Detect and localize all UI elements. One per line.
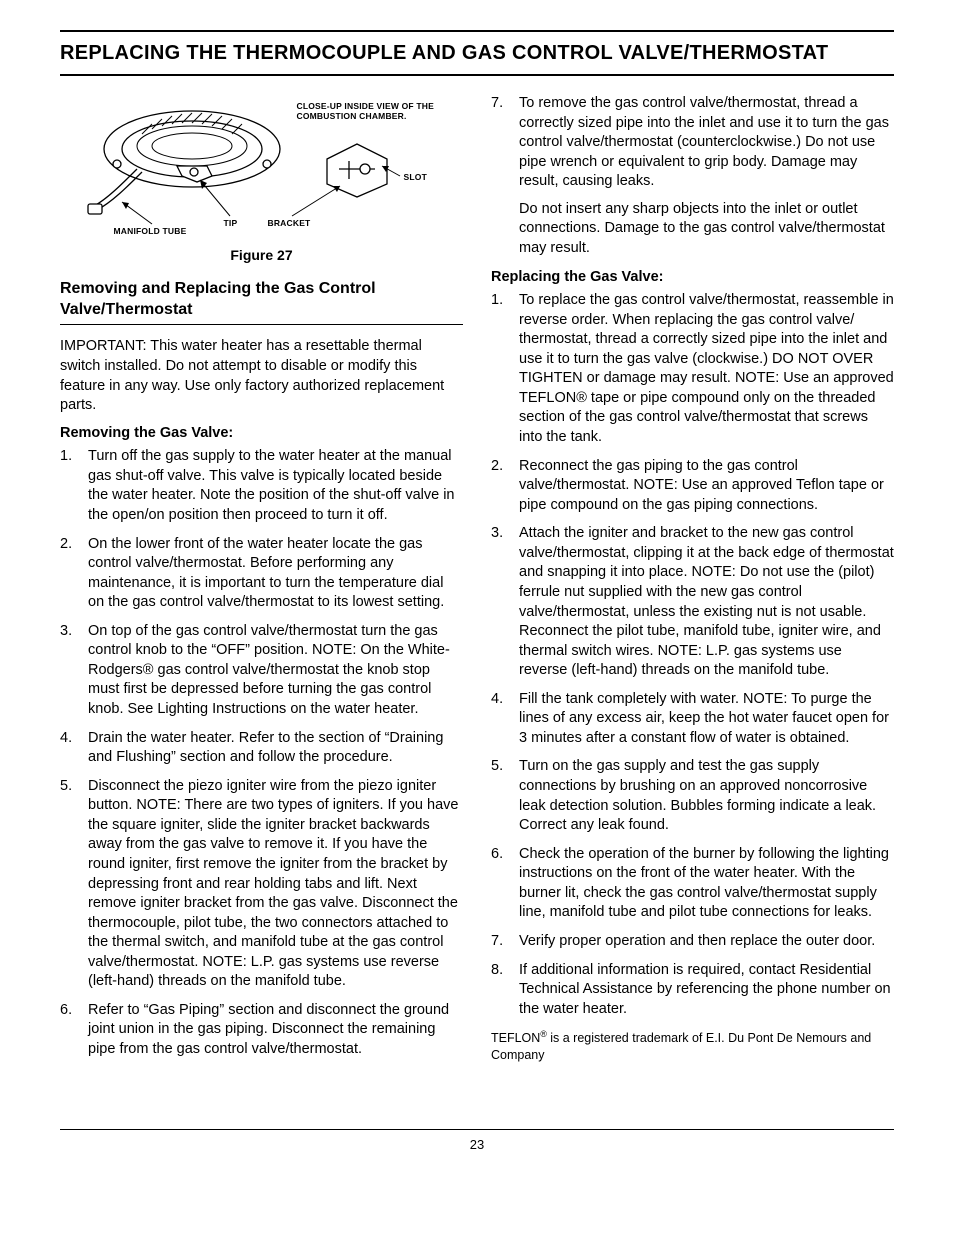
figure-label-slot: SLOT: [404, 172, 427, 183]
list-item: Fill the tank completely with water. NOT…: [491, 690, 894, 749]
two-column-layout: CLOSE-UP INSIDE VIEW OF THE COMBUSTION C…: [60, 94, 894, 1069]
step-text: Fill the tank completely with water. NOT…: [519, 691, 889, 746]
step-text: Disconnect the piezo igniter wire from t…: [88, 778, 458, 990]
figure-27: CLOSE-UP INSIDE VIEW OF THE COMBUSTION C…: [60, 94, 463, 265]
list-item: Turn off the gas supply to the water hea…: [60, 447, 463, 525]
figure-label-tip: TIP: [224, 218, 238, 229]
step-extra-para: Do not insert any sharp objects into the…: [519, 200, 894, 259]
step-text: Attach the igniter and bracket to the ne…: [519, 525, 894, 678]
removing-steps-continued: To remove the gas control valve/thermost…: [491, 94, 894, 259]
list-item: To remove the gas control valve/thermost…: [491, 94, 894, 259]
list-item: Attach the igniter and bracket to the ne…: [491, 524, 894, 681]
teflon-footnote: TEFLON® is a registered trademark of E.I…: [491, 1029, 894, 1064]
list-item: Reconnect the gas piping to the gas cont…: [491, 457, 894, 516]
page-title: REPLACING THE THERMOCOUPLE AND GAS CONTR…: [60, 34, 894, 76]
list-item: On top of the gas control valve/thermost…: [60, 622, 463, 720]
footnote-text: is a registered trademark of E.I. Du Pon…: [491, 1031, 871, 1062]
step-text: Drain the water heater. Refer to the sec…: [88, 730, 443, 766]
important-note: IMPORTANT: This water heater has a reset…: [60, 337, 463, 415]
figure-label-bracket: BRACKET: [268, 218, 311, 229]
step-text: If additional information is required, c…: [519, 962, 891, 1017]
list-item: Drain the water heater. Refer to the sec…: [60, 729, 463, 768]
list-item: Refer to “Gas Piping” section and discon…: [60, 1001, 463, 1060]
page-number: 23: [470, 1137, 484, 1152]
step-text: Refer to “Gas Piping” section and discon…: [88, 1002, 449, 1057]
list-item: Verify proper operation and then replace…: [491, 932, 894, 952]
step-text: Check the operation of the burner by fol…: [519, 846, 889, 921]
top-rule: [60, 30, 894, 32]
step-text: Turn on the gas supply and test the gas …: [519, 758, 876, 833]
removing-gas-valve-heading: Removing the Gas Valve:: [60, 424, 463, 444]
step-text: Verify proper operation and then replace…: [519, 933, 875, 949]
figure-label-closeup: CLOSE-UP INSIDE VIEW OF THE COMBUSTION C…: [297, 102, 437, 122]
subheading-removing-replacing: Removing and Replacing the Gas Control V…: [60, 279, 463, 326]
list-item: Disconnect the piezo igniter wire from t…: [60, 777, 463, 992]
figure-label-manifold: MANIFOLD TUBE: [114, 226, 187, 237]
replacing-steps-list: To replace the gas control valve/thermos…: [491, 291, 894, 1019]
step-text: On top of the gas control valve/thermost…: [88, 623, 450, 717]
step-text: To replace the gas control valve/thermos…: [519, 292, 894, 445]
page-footer: 23: [60, 1129, 894, 1154]
list-item: If additional information is required, c…: [491, 961, 894, 1020]
list-item: Turn on the gas supply and test the gas …: [491, 757, 894, 835]
left-column: CLOSE-UP INSIDE VIEW OF THE COMBUSTION C…: [60, 94, 463, 1069]
right-column: To remove the gas control valve/thermost…: [491, 94, 894, 1069]
list-item: To replace the gas control valve/thermos…: [491, 291, 894, 448]
figure-drawing: CLOSE-UP INSIDE VIEW OF THE COMBUSTION C…: [82, 94, 442, 244]
removing-steps-list: Turn off the gas supply to the water hea…: [60, 447, 463, 1059]
step-text: On the lower front of the water heater l…: [88, 536, 444, 611]
replacing-gas-valve-heading: Replacing the Gas Valve:: [491, 268, 894, 288]
figure-caption: Figure 27: [60, 246, 463, 265]
list-item: Check the operation of the burner by fol…: [491, 845, 894, 923]
list-item: On the lower front of the water heater l…: [60, 535, 463, 613]
step-text: Reconnect the gas piping to the gas cont…: [519, 458, 884, 513]
step-text: To remove the gas control valve/thermost…: [519, 95, 889, 189]
step-text: Turn off the gas supply to the water hea…: [88, 448, 455, 523]
